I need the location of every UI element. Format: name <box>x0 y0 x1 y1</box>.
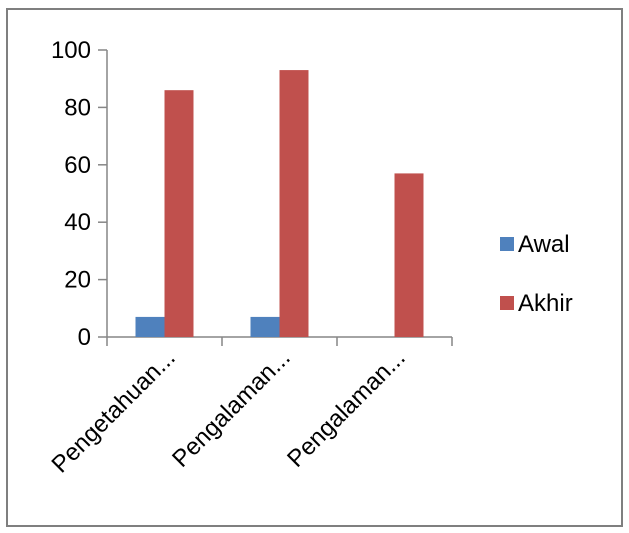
bar-awal-2 <box>250 316 280 337</box>
bar-akhir-2 <box>279 70 309 337</box>
legend-label-akhir: Akhir <box>518 290 573 317</box>
y-tick-label: 60 <box>64 152 91 179</box>
y-tick-label: 100 <box>51 37 91 64</box>
bar-awal-1 <box>135 316 165 337</box>
bar-akhir-3 <box>394 173 424 337</box>
bar-akhir-1 <box>164 90 194 338</box>
bars-group <box>135 70 424 338</box>
chart-border <box>6 8 623 527</box>
legend-swatch-akhir <box>500 296 514 310</box>
y-tick-label: 80 <box>64 94 91 121</box>
x-tick-label: Pengalaman... <box>167 344 296 473</box>
legend: Awal Akhir <box>500 231 573 317</box>
x-tick-labels: Pengetahuan...Pengalaman...Pengalaman... <box>47 344 411 478</box>
legend-label-awal: Awal <box>518 231 570 258</box>
x-tick-label: Pengalaman... <box>282 344 411 473</box>
legend-swatch-awal <box>500 237 514 251</box>
y-tick-labels: 0 20 40 60 80 100 <box>51 37 91 351</box>
y-tick-label: 0 <box>78 324 91 351</box>
y-tick-label: 20 <box>64 267 91 294</box>
x-tick-label: Pengetahuan... <box>47 344 181 478</box>
y-tick-label: 40 <box>64 209 91 236</box>
